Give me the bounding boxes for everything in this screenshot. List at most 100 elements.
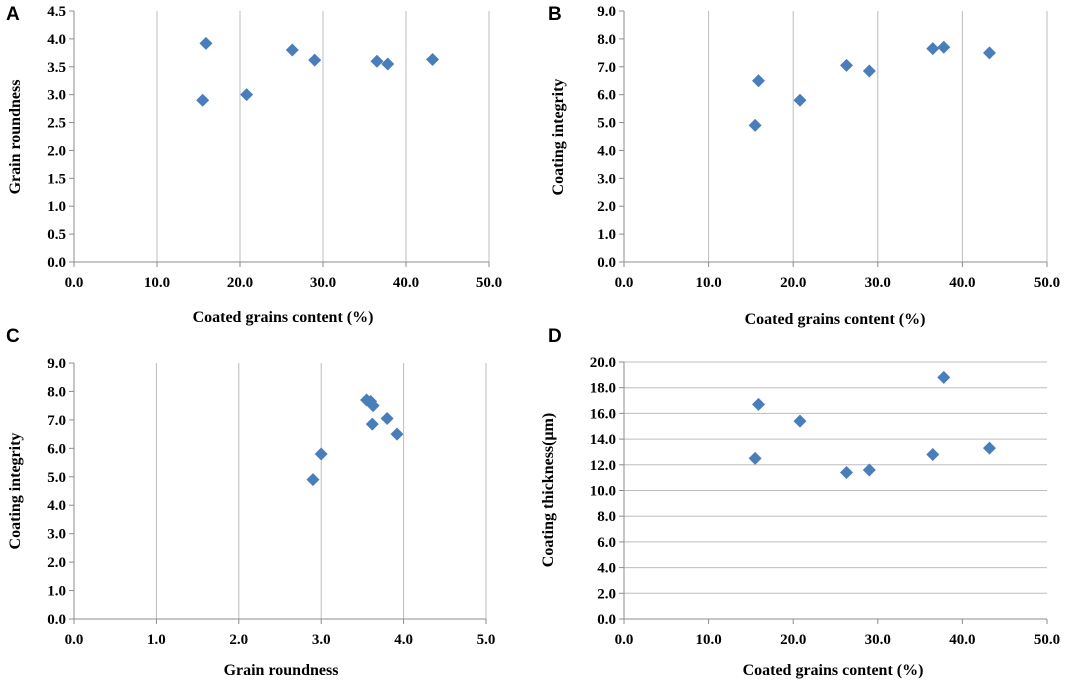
x-tick-label: 20.0 — [780, 632, 806, 648]
x-tick-label: 50.0 — [476, 275, 502, 291]
y-tick-label: 0.0 — [597, 255, 616, 271]
y-tick-label: 4.0 — [597, 143, 616, 159]
x-tick-label: 10.0 — [695, 275, 721, 291]
data-point — [390, 427, 404, 441]
x-tick-label: 4.0 — [394, 632, 413, 648]
y-tick-label: 4.0 — [597, 561, 616, 577]
y-tick-label: 6.0 — [47, 441, 66, 457]
data-point — [748, 451, 762, 465]
y-tick-label: 4.0 — [47, 498, 66, 514]
x-axis-label: Coated grains content (%) — [745, 311, 926, 328]
y-tick-label: 14.0 — [590, 432, 616, 448]
y-tick-label: 0.0 — [47, 255, 66, 271]
y-tick-label: 18.0 — [590, 381, 616, 397]
y-axis-label: Coating integrity — [550, 79, 567, 196]
y-tick-label: 3.0 — [47, 88, 66, 104]
data-point — [306, 473, 320, 487]
y-tick-label: 2.0 — [597, 199, 616, 215]
x-tick-label: 20.0 — [780, 275, 806, 291]
y-tick-label: 9.0 — [597, 4, 616, 20]
y-tick-label: 9.0 — [47, 356, 66, 372]
x-tick-label: 0.0 — [65, 275, 84, 291]
y-axis-label: Coating integrity — [7, 433, 24, 550]
y-tick-label: 2.0 — [597, 586, 616, 602]
y-tick-label: 8.0 — [47, 384, 66, 400]
x-tick-label: 50.0 — [1034, 632, 1060, 648]
y-tick-label: 4.0 — [47, 32, 66, 48]
data-point — [926, 448, 940, 462]
data-point — [793, 93, 807, 107]
y-tick-label: 6.0 — [597, 535, 616, 551]
x-tick-label: 40.0 — [949, 632, 975, 648]
y-tick-label: 0.5 — [47, 227, 66, 243]
data-point — [793, 414, 807, 428]
data-point — [370, 54, 384, 68]
y-tick-label: 10.0 — [590, 484, 616, 500]
x-tick-label: 30.0 — [865, 632, 891, 648]
data-point — [752, 397, 766, 411]
y-tick-label: 7.0 — [597, 60, 616, 76]
y-tick-label: 1.0 — [47, 584, 66, 600]
chart-panel-a: 0.0 10.0 20.0 30.0 40.0 50.0 0.0 0.5 1.0 1.5 2.0 2.… — [6, 4, 502, 326]
data-point — [240, 88, 254, 102]
y-tick-label: 12.0 — [590, 458, 616, 474]
y-tick-label: 8.0 — [597, 32, 616, 48]
panel-letter: A — [6, 4, 20, 25]
data-point — [426, 53, 440, 67]
y-tick-label: 6.0 — [597, 88, 616, 104]
x-tick-label: 3.0 — [312, 632, 331, 648]
x-tick-label: 10.0 — [695, 632, 721, 648]
y-tick-label: 5.0 — [47, 470, 66, 486]
x-tick-label: 10.0 — [144, 275, 170, 291]
data-point — [748, 118, 762, 132]
data-point — [365, 417, 379, 431]
panel-letter: D — [548, 326, 562, 347]
y-axis-label: Coating thickness(μm) — [540, 413, 557, 567]
y-tick-label: 7.0 — [47, 413, 66, 429]
y-tick-label: 3.0 — [597, 171, 616, 187]
data-point — [380, 411, 394, 425]
y-tick-label: 2.0 — [47, 555, 66, 571]
y-tick-label: 1.0 — [47, 199, 66, 215]
data-point — [366, 399, 380, 413]
data-point — [285, 43, 299, 57]
y-tick-label: 3.5 — [47, 60, 66, 76]
y-tick-label: 2.5 — [47, 116, 66, 132]
y-tick-label: 5.0 — [597, 116, 616, 132]
panel-letter: B — [548, 4, 562, 25]
data-point — [862, 463, 876, 477]
y-tick-label: 1.0 — [597, 227, 616, 243]
data-point — [862, 64, 876, 78]
y-tick-label: 1.5 — [47, 171, 66, 187]
data-point — [982, 46, 996, 60]
y-tick-label: 3.0 — [47, 527, 66, 543]
y-tick-label: 0.0 — [597, 612, 616, 628]
x-tick-label: 5.0 — [477, 632, 496, 648]
data-point — [937, 40, 951, 54]
x-tick-label: 40.0 — [393, 275, 419, 291]
data-point — [839, 466, 853, 480]
x-axis-label: Coated grains content (%) — [193, 309, 374, 326]
chart-panel-d: 0.0 10.0 20.0 30.0 40.0 50.0 0.0 2.0 4.0 6.0 8.0 10… — [540, 326, 1060, 679]
x-tick-label: 0.0 — [615, 275, 634, 291]
data-point — [937, 370, 951, 384]
y-axis-label: Grain roundness — [7, 80, 24, 195]
x-tick-label: 30.0 — [865, 275, 891, 291]
x-axis-label: Coated grains content (%) — [743, 662, 924, 679]
data-point — [839, 58, 853, 72]
data-point — [308, 53, 322, 67]
y-tick-label: 8.0 — [597, 509, 616, 525]
x-tick-label: 0.0 — [615, 632, 634, 648]
data-point — [381, 57, 395, 71]
x-tick-label: 1.0 — [147, 632, 166, 648]
x-tick-label: 30.0 — [310, 275, 336, 291]
x-tick-label: 50.0 — [1034, 275, 1060, 291]
chart-panel-b: 0.0 10.0 20.0 30.0 40.0 50.0 0.0 1.0 2.0 3.0 4.0 5.… — [548, 4, 1060, 328]
data-point — [752, 74, 766, 88]
x-tick-label: 2.0 — [229, 632, 248, 648]
data-point — [314, 447, 328, 461]
x-tick-label: 20.0 — [227, 275, 253, 291]
data-point — [982, 441, 996, 455]
x-tick-label: 40.0 — [949, 275, 975, 291]
